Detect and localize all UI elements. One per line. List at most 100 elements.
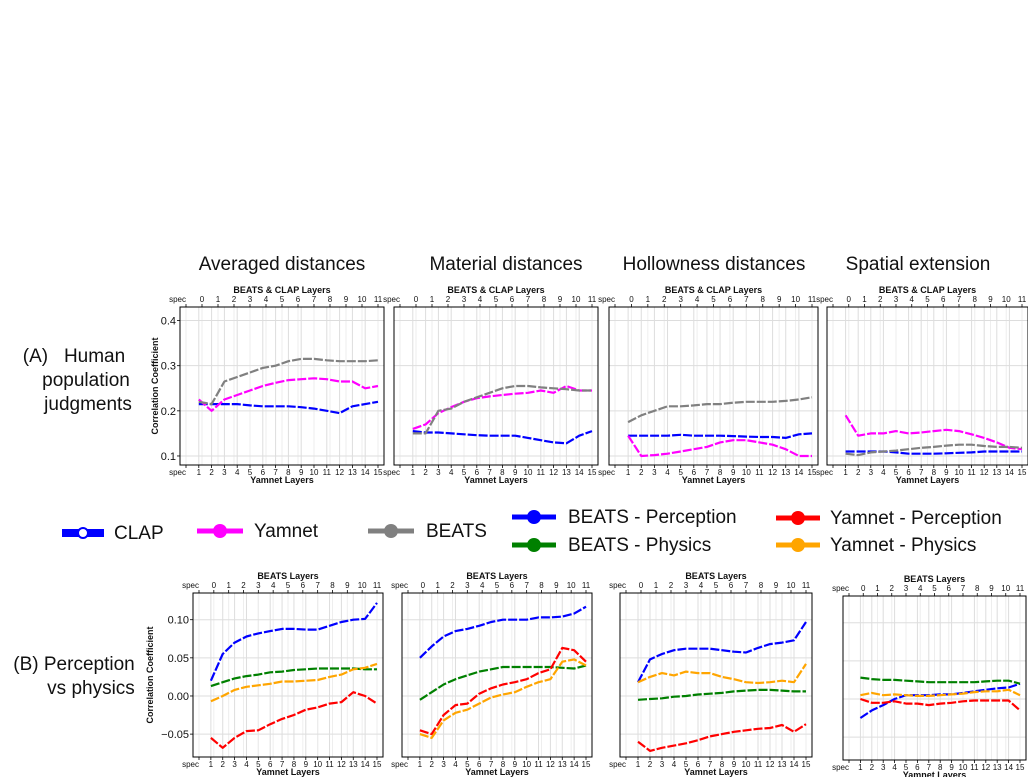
top-tick-label: 7 [524,581,529,590]
series-line-yamnet [844,414,1023,451]
top-tick-label: 8 [330,581,335,590]
x-tick-label: 12 [335,468,344,477]
top-tick-label: 2 [662,295,667,304]
top-tick-label: 10 [1002,295,1011,304]
x-tick-label: 12 [768,468,777,477]
x-tick-label: 3 [652,468,657,477]
x-tick-label: 5 [248,468,253,477]
x-tick-label: 13 [992,468,1001,477]
x-tick-label: 2 [209,468,214,477]
x-tick-label: 4 [892,763,897,772]
x-tick-label: 14 [570,760,579,769]
x-tick-label: 7 [489,760,494,769]
row-b-label-line1: (B) Perception [13,654,134,675]
top-tick-label: 11 [373,581,382,590]
x-tick-label: 1 [197,468,202,477]
series-line-beats-physics [637,688,806,701]
top-tick-label: 9 [988,295,993,304]
x-tick-label: spec [182,760,199,769]
series-line-yamnet [627,435,812,458]
top-tick-label: spec [609,581,626,590]
x-tick-label: 15 [1018,468,1027,477]
x-tick-label: 5 [684,760,689,769]
row-a-label-line3: judgments [43,394,132,415]
x-tick-label: 5 [462,468,467,477]
top-tick-label: 1 [862,295,867,304]
legend-item-beats: BEATS [368,521,487,542]
x-tick-label: 9 [731,468,736,477]
legend-label-beats-physics: BEATS - Physics [568,535,711,556]
top-tick-label: 3 [462,295,467,304]
x-tick-label: 13 [348,468,357,477]
top-tick-label: 7 [961,584,966,593]
x-tick-label: 11 [537,468,546,477]
top-tick-label: 10 [567,581,576,590]
x-tick-label: 14 [1004,763,1013,772]
x-tick-label: 15 [802,760,811,769]
x-tick-label: 11 [323,468,332,477]
legend-item-clap: CLAP [62,523,164,544]
x-axis-title: Yamnet Layers [903,770,967,777]
top-tick-label: 3 [256,581,261,590]
x-tick-label: 3 [436,468,441,477]
x-tick-label: 2 [221,760,226,769]
x-tick-label: 9 [949,763,954,772]
top-tick-label: 0 [200,295,205,304]
top-axis-title: BEATS Layers [257,571,318,581]
top-tick-label: spec [182,581,199,590]
x-tick-label: 6 [477,760,482,769]
x-tick-label: 7 [919,468,924,477]
legend-item-yamnet: Yamnet [197,521,319,542]
x-tick-label: 1 [626,468,631,477]
x-tick-label: 5 [904,763,909,772]
x-tick-label: 14 [361,760,370,769]
series-line-beats-perception [209,602,378,682]
x-axis-title: Yamnet Layers [256,767,320,777]
top-tick-label: 4 [699,581,704,590]
x-tick-label: 2 [648,760,653,769]
row-a-label-line2: population [42,370,130,391]
series-line-beats-physics [860,676,1021,685]
x-tick-label: 12 [546,760,555,769]
top-tick-label: 1 [216,295,221,304]
top-tick-label: 7 [744,581,749,590]
y-tick-label: 0.3 [161,361,176,373]
x-tick-label: 2 [423,468,428,477]
column-title-averaged: Averaged distances [199,254,366,275]
legend-item-beats-perception: BEATS - Perception [512,507,737,528]
x-tick-label: 9 [304,760,309,769]
top-tick-label: 9 [989,584,994,593]
top-tick-label: 3 [465,581,470,590]
x-tick-label: 10 [742,760,751,769]
x-tick-label: 12 [766,760,775,769]
x-tick-label: 15 [582,760,591,769]
legend-marker-yamnet [213,524,227,538]
x-tick-label: 9 [732,760,737,769]
series-line-beats-perception [419,605,587,659]
x-tick-label: 10 [313,760,322,769]
y-tick-label: −0.05 [161,729,189,741]
top-tick-label: 6 [729,581,734,590]
top-tick-label: 8 [973,295,978,304]
y-tick-label: 0.2 [161,406,176,418]
x-tick-label: 11 [325,760,334,769]
x-tick-label: 3 [881,763,886,772]
top-tick-label: spec [816,295,833,304]
x-axis-title: Yamnet Layers [684,767,748,777]
top-tick-label: 4 [478,295,483,304]
x-tick-label: 12 [549,468,558,477]
top-tick-label: 3 [684,581,689,590]
top-tick-label: 3 [678,295,683,304]
top-tick-label: 10 [572,295,581,304]
top-tick-label: 7 [315,581,320,590]
series-line-clap [628,432,813,439]
legend-label-beats-perception: BEATS - Perception [568,507,737,528]
x-tick-label: 8 [286,468,291,477]
x-tick-label: 12 [980,468,989,477]
top-tick-label: 2 [669,581,674,590]
column-title-spatial: Spatial extension [846,254,991,275]
column-title-material: Material distances [429,254,582,275]
